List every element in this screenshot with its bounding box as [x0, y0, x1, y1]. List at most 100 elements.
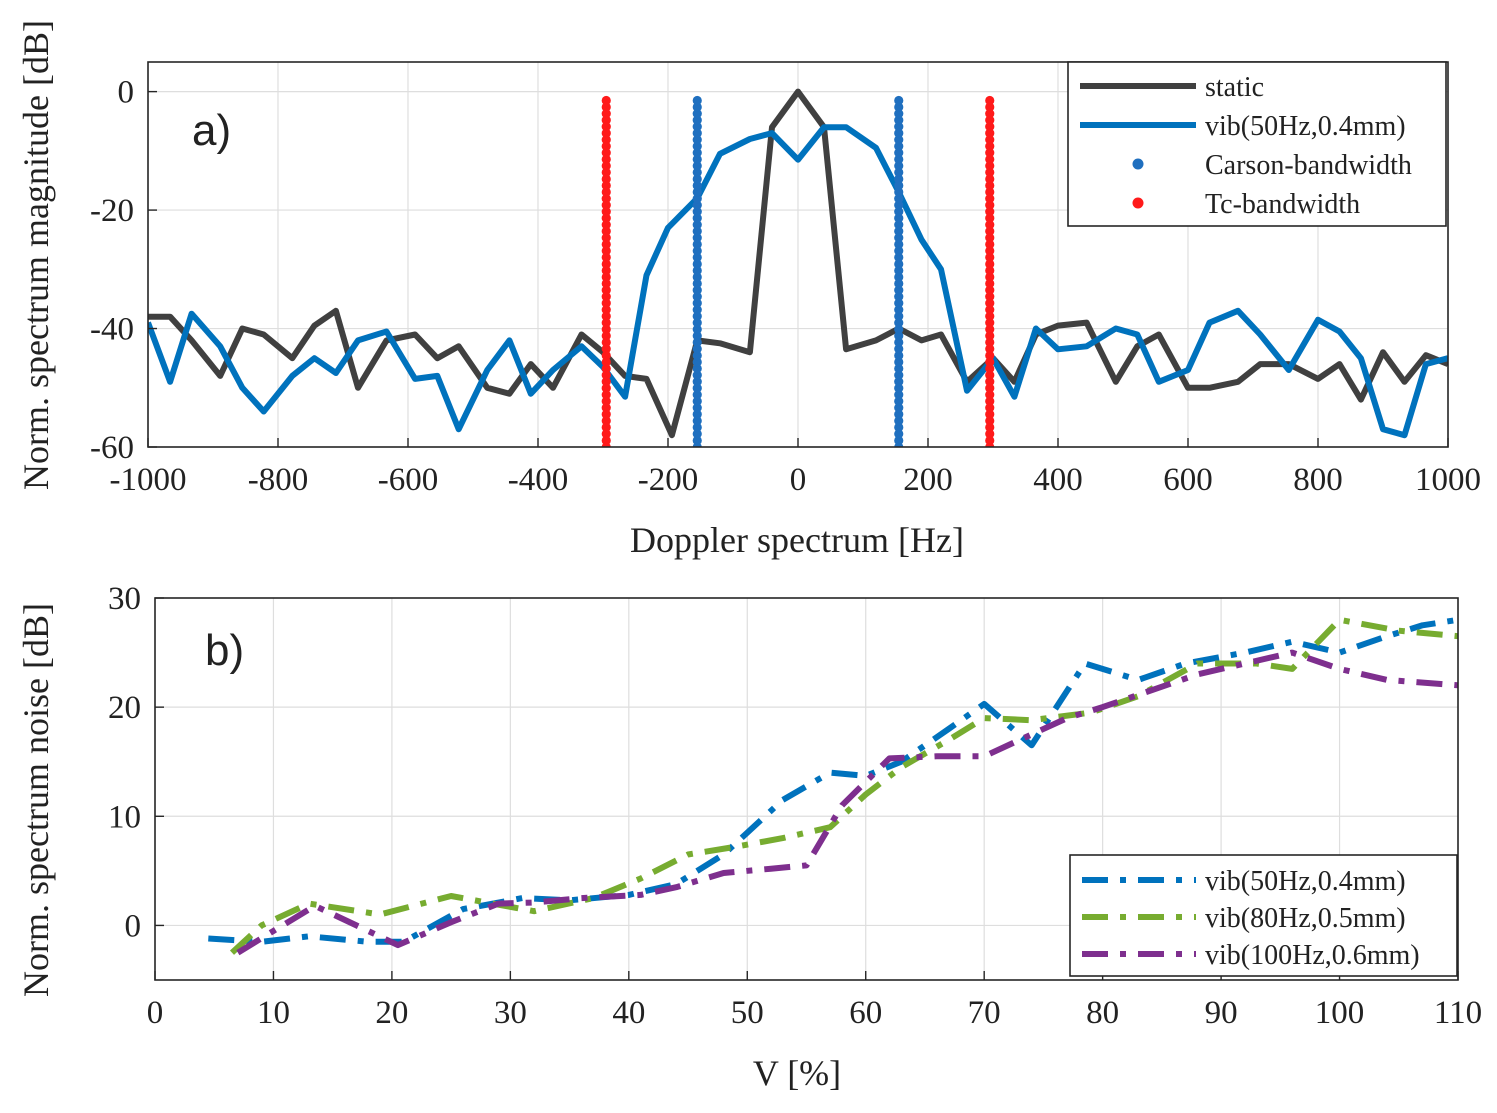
chart-a-point	[894, 409, 904, 419]
chart-a-point	[894, 377, 904, 387]
chart-a-point	[985, 102, 995, 112]
chart-a-point	[985, 259, 995, 269]
chart-a-point	[692, 429, 702, 439]
chart-a-point	[692, 213, 702, 223]
chart-a-point	[894, 324, 904, 334]
chart-b-y-tick-label: 30	[108, 581, 141, 617]
chart-a-point	[985, 429, 995, 439]
chart-a-x-tick-label: 1000	[1415, 462, 1481, 498]
chart-a-point	[601, 108, 611, 119]
chart-a-point	[692, 239, 702, 249]
chart-a-point	[692, 324, 702, 334]
chart-a-point	[601, 200, 611, 210]
chart-a-point	[985, 363, 995, 374]
chart-a-point	[894, 174, 904, 184]
chart-a-point	[985, 174, 995, 184]
chart-b-series-vib-100hz-0-6mm-line	[236, 649, 1458, 956]
chart-a-point	[894, 383, 904, 393]
chart-a-point	[985, 435, 995, 446]
chart-a-point	[692, 148, 702, 158]
chart-a-point	[692, 265, 702, 276]
chart-a-point	[692, 122, 702, 132]
chart-b-legend-box	[1069, 854, 1458, 977]
chart-a-point	[692, 161, 702, 171]
chart-b-x-tick-label: 110	[1434, 995, 1482, 1031]
chart-a-point	[985, 265, 995, 276]
chart-a-point	[894, 239, 904, 249]
chart-a-point	[985, 148, 995, 158]
chart-a-x-axis-label: Doppler spectrum [Hz]	[630, 520, 964, 560]
chart-a-point	[601, 246, 611, 256]
chart-b-legend-label-vib-50hz-0-4mm: vib(50Hz,0.4mm)	[1205, 866, 1406, 897]
chart-a-point	[601, 239, 611, 249]
chart-a-point	[601, 324, 611, 334]
chart-a-point	[601, 102, 611, 112]
chart-a-point	[601, 357, 611, 367]
chart-a-y-tick-label: 0	[118, 75, 135, 111]
chart-a-x-tick-label: -600	[378, 462, 439, 498]
chart-a-point	[985, 370, 995, 380]
chart-b-plot-area	[208, 616, 1458, 956]
chart-a-point	[692, 115, 702, 125]
chart-a-point	[894, 108, 904, 119]
chart-a-point	[601, 396, 611, 406]
chart-a-point	[601, 278, 611, 289]
chart-a-point	[692, 357, 702, 367]
chart-a-point	[601, 285, 611, 295]
chart-a-point	[601, 154, 611, 164]
chart-a-point	[985, 409, 995, 419]
chart-a: -1000 -800 -600 -400 -200 0 200 400 600 800 1000-6…	[16, 20, 1481, 560]
chart-b-y-tick-label: 20	[108, 690, 141, 726]
chart-a-point	[985, 416, 995, 426]
chart-a-point	[985, 357, 995, 367]
chart-a-point	[894, 252, 904, 263]
chart-a-point	[601, 435, 611, 446]
chart-a-point	[894, 292, 904, 302]
chart-a-point	[601, 311, 611, 321]
chart-b-y-tick-label: 10	[108, 799, 141, 835]
chart-a-point	[894, 272, 904, 282]
chart-a-y-tick-label: -40	[90, 312, 134, 348]
chart-a-point	[601, 187, 611, 197]
chart-a-point	[894, 305, 904, 315]
chart-a-point	[894, 278, 904, 289]
chart-a-point	[894, 298, 904, 308]
chart-a-point	[601, 370, 611, 380]
chart-b-panel-label: b)	[205, 626, 244, 675]
chart-a-point	[692, 226, 702, 236]
chart-a-point	[985, 383, 995, 393]
chart-a-point	[601, 167, 611, 178]
chart-a-point	[985, 422, 995, 432]
chart-a-point	[692, 422, 702, 432]
chart-a-point	[601, 148, 611, 158]
chart-b-x-tick-label: 40	[612, 995, 645, 1031]
chart-a-point	[985, 292, 995, 302]
chart-a-legend-label-tc-bandwidth: Tc-bandwidth	[1205, 189, 1360, 220]
chart-a-series-static-line	[148, 88, 1448, 439]
chart-a-x-tick-label: -1000	[110, 462, 187, 498]
chart-a-point	[601, 174, 611, 184]
chart-a-point	[894, 193, 904, 204]
chart-a-point	[601, 180, 611, 191]
chart-a-point	[692, 200, 702, 210]
chart-b: 0 10 20 30 40 50 60 70 80 90 100 110 0 10 20 30 V [%] N…	[16, 581, 1482, 1093]
chart-a-point	[894, 390, 904, 400]
chart-a-point	[985, 135, 995, 145]
chart-a-point	[692, 220, 702, 230]
chart-a-point	[894, 246, 904, 256]
chart-a-point	[985, 252, 995, 263]
chart-a-point	[894, 154, 904, 164]
chart-a-point	[894, 187, 904, 197]
chart-a-point	[692, 278, 702, 289]
chart-a-point	[985, 161, 995, 171]
chart-a-point	[601, 259, 611, 269]
chart-a-point	[985, 200, 995, 210]
chart-a-point	[601, 95, 611, 106]
chart-a-point	[985, 331, 995, 341]
chart-a-point	[985, 167, 995, 178]
chart-a-point	[692, 409, 702, 419]
chart-a-point	[692, 135, 702, 145]
chart-a-point	[601, 422, 611, 432]
chart-a-point	[894, 265, 904, 276]
chart-a-point	[894, 161, 904, 171]
